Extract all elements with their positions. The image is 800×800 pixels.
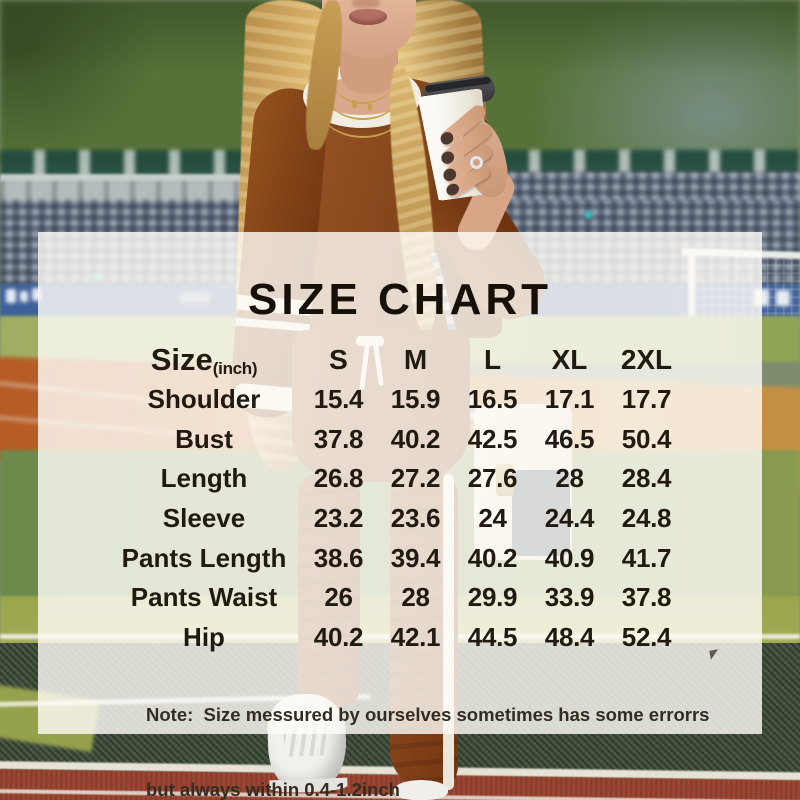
- note-line-1: Note: Size messured by ourselves sometim…: [146, 704, 710, 725]
- cell-value: 37.8: [621, 582, 672, 613]
- cell-value: 24.4: [544, 503, 595, 534]
- cell-value: 17.7: [621, 384, 672, 415]
- cell-value: 24.8: [621, 503, 672, 534]
- cell-value: 52.4: [621, 622, 672, 653]
- size-header-xl: XL: [551, 343, 588, 375]
- cell-value: 42.5: [467, 423, 518, 454]
- ring: [470, 156, 483, 169]
- cell-value: 28: [555, 463, 584, 494]
- sneaker-right: [394, 780, 448, 800]
- cell-value: 46.5: [544, 423, 595, 454]
- lips: [349, 9, 387, 25]
- size-header-l: L: [483, 343, 502, 375]
- cell-value: 28.4: [621, 463, 672, 494]
- cell-value: 23.2: [313, 503, 364, 534]
- necklace-pendant: [368, 104, 372, 111]
- banner-text-blur: [776, 290, 790, 306]
- cell-value: 37.8: [313, 423, 364, 454]
- cell-value: 15.4: [313, 384, 364, 415]
- note-line-2: but always within 0.4-1.2inch: [146, 779, 400, 800]
- banner-text-blur: [6, 289, 16, 303]
- nose: [352, 0, 380, 8]
- row-label-length: Length: [160, 463, 248, 494]
- cell-value: 39.4: [390, 542, 441, 573]
- cell-value: 38.6: [313, 542, 364, 573]
- cell-value: 50.4: [621, 423, 672, 454]
- banner-text-blur: [32, 288, 41, 301]
- measurement-note: Note: Size messured by ourselves sometim…: [146, 652, 709, 800]
- cell-value: 27.2: [390, 463, 441, 494]
- size-column-header: Size(inch): [150, 341, 258, 378]
- cell-value: 40.2: [390, 423, 441, 454]
- seat-accent: [584, 210, 593, 219]
- row-label-pants-waist: Pants Waist: [130, 582, 278, 613]
- cell-value: 17.1: [544, 384, 595, 415]
- cell-value: 40.2: [467, 542, 518, 573]
- unit-label: (inch): [212, 358, 258, 378]
- cell-value: 40.2: [313, 622, 364, 653]
- necklace-pendant: [352, 100, 357, 108]
- row-label-shoulder: Shoulder: [147, 384, 261, 415]
- cell-value: 44.5: [467, 622, 518, 653]
- cell-value: 48.4: [544, 622, 595, 653]
- size-header-s: S: [329, 343, 348, 375]
- size-table: Size(inch) S M L XL 2XL Shoulder 15.4 15…: [108, 340, 685, 658]
- necklace: [317, 66, 409, 138]
- cell-value: 27.6: [467, 463, 518, 494]
- cell-value: 24: [478, 503, 507, 534]
- size-chart-title: SIZE CHART: [248, 275, 552, 324]
- row-label-pants-length: Pants Length: [121, 542, 287, 573]
- cell-value: 29.9: [467, 582, 518, 613]
- cell-value: 42.1: [390, 622, 441, 653]
- cell-value: 26.8: [313, 463, 364, 494]
- size-chart-panel: SIZE CHART Size(inch) S M L XL 2XL Shoul…: [38, 232, 762, 800]
- size-header-m: M: [403, 343, 428, 375]
- cell-value: 15.9: [390, 384, 441, 415]
- row-label-hip: Hip: [183, 622, 225, 653]
- cell-value: 16.5: [467, 384, 518, 415]
- cell-value: 33.9: [544, 582, 595, 613]
- size-header-2xl: 2XL: [620, 343, 673, 375]
- cell-value: 40.9: [544, 542, 595, 573]
- cell-value: 23.6: [390, 503, 441, 534]
- row-label-bust: Bust: [175, 423, 233, 454]
- row-label-sleeve: Sleeve: [162, 503, 246, 534]
- cursor-artifact-icon: [709, 649, 720, 660]
- banner-text-blur: [20, 291, 28, 302]
- cell-value: 28: [401, 582, 430, 613]
- cell-value: 41.7: [621, 542, 672, 573]
- cell-value: 26: [324, 582, 353, 613]
